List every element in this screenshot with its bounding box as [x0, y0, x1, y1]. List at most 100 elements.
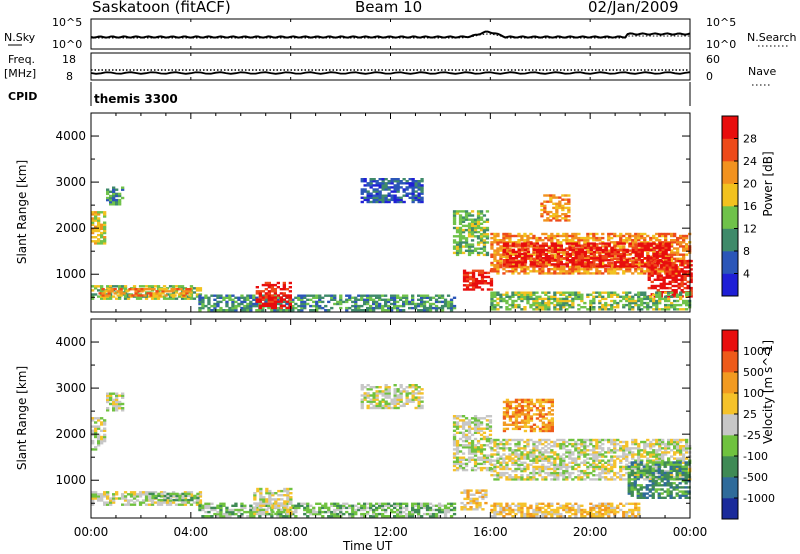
power-cell [670, 234, 674, 238]
velocity-cell [493, 440, 497, 444]
power-cell [535, 241, 539, 244]
power-cell [231, 298, 235, 301]
power-cell [683, 274, 687, 277]
velocity-cell [514, 442, 518, 446]
power-cell [670, 251, 674, 254]
power-cell [465, 280, 470, 283]
power-cell [577, 257, 581, 260]
velocity-cell [541, 478, 545, 481]
power-cell [565, 239, 569, 242]
velocity-cell [559, 455, 563, 458]
velocity-cell [493, 478, 497, 481]
velocity-cell [425, 502, 430, 505]
power-cell [538, 306, 542, 309]
power-cell [264, 300, 268, 304]
velocity-cell [485, 458, 490, 461]
velocity-cell [306, 508, 310, 512]
velocity-cell [342, 506, 346, 510]
power-cell [625, 268, 629, 271]
power-cell [538, 272, 542, 275]
power-cell [634, 270, 638, 273]
power-cell [276, 281, 280, 285]
power-cell [476, 212, 481, 215]
power-cell [598, 254, 602, 258]
power-cell [476, 243, 481, 246]
power-cell [342, 300, 346, 304]
power-cell [366, 306, 370, 310]
power-cell [103, 227, 107, 231]
power-cell [375, 304, 379, 308]
power-cell [532, 247, 536, 250]
power-cell [571, 250, 575, 254]
power-cell [553, 242, 557, 245]
velocity-cell [192, 501, 197, 504]
power-cell [547, 259, 551, 262]
power-cell [628, 259, 632, 263]
power-cell [420, 304, 424, 308]
velocity-cell [490, 440, 494, 444]
velocity-cell [508, 442, 512, 446]
velocity-cell [496, 476, 500, 479]
velocity-cell [526, 442, 530, 446]
power-cell [538, 265, 543, 268]
velocity-cell [336, 506, 340, 510]
velocity-cell [428, 502, 433, 505]
velocity-cell [571, 459, 575, 462]
power-cell [613, 234, 617, 238]
velocity-cell [363, 506, 367, 510]
power-cell [552, 215, 556, 218]
velocity-cell [475, 501, 479, 505]
power-cell [437, 296, 442, 299]
power-cell [414, 190, 418, 193]
power-cell [656, 272, 660, 275]
colorbar-swatch [722, 228, 738, 252]
velocity-cell [303, 508, 307, 512]
power-cell [683, 286, 687, 290]
velocity-cell [556, 442, 560, 446]
velocity-cell [469, 501, 473, 505]
power-cell [363, 198, 367, 202]
power-cell [541, 306, 545, 309]
velocity-cell [274, 506, 278, 509]
velocity-cell [541, 465, 545, 469]
power-cell [523, 268, 527, 271]
power-cell [499, 239, 503, 242]
velocity-cell [488, 415, 493, 418]
power-cell [490, 241, 494, 244]
power-cell [685, 247, 689, 250]
power-cell [616, 241, 620, 244]
velocity-cell [499, 440, 503, 444]
velocity-cell [476, 425, 481, 428]
power-cell [640, 261, 644, 264]
nsky-label: N.Sky [4, 31, 36, 44]
power-cell [479, 218, 484, 221]
velocity-cell [467, 444, 472, 447]
velocity-cell [502, 442, 506, 446]
power-cell [249, 309, 253, 312]
velocity-cell [274, 504, 278, 507]
power-cell [255, 286, 259, 289]
velocity-cell [484, 491, 488, 494]
power-cell [532, 299, 536, 303]
power-cell [677, 274, 681, 277]
velocity-cell [475, 489, 479, 492]
power-cell [532, 263, 537, 266]
velocity-cell [455, 439, 460, 443]
power-cell [285, 302, 289, 306]
power-cell [493, 239, 497, 242]
power-cell [658, 248, 662, 252]
power-cell [553, 234, 557, 238]
velocity-cell [268, 500, 272, 503]
power-cell [664, 248, 668, 252]
velocity-cell [294, 515, 298, 518]
power-cell [94, 287, 98, 290]
power-cell [577, 297, 581, 301]
power-cell [670, 239, 674, 242]
velocity-cell [517, 440, 521, 444]
velocity-cell [466, 508, 470, 511]
velocity-cell [482, 466, 487, 470]
power-cell [592, 239, 596, 242]
power-cell [387, 298, 391, 301]
power-cell [607, 232, 611, 236]
power-cell [565, 250, 569, 254]
